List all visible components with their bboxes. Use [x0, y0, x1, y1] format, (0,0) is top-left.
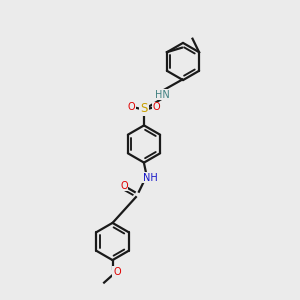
Text: O: O — [120, 181, 128, 191]
Text: NH: NH — [142, 172, 158, 183]
Text: HN: HN — [154, 89, 169, 100]
Text: O: O — [128, 102, 135, 112]
Text: S: S — [140, 102, 148, 116]
Text: O: O — [113, 267, 121, 277]
Text: O: O — [153, 102, 160, 112]
